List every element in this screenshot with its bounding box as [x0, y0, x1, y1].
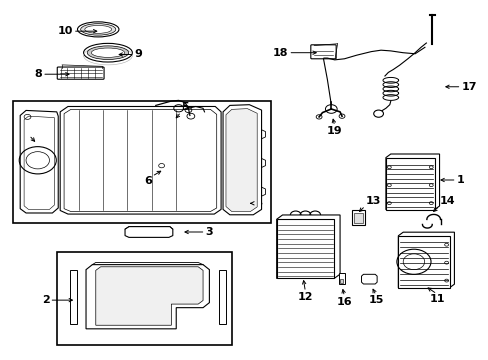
Text: 15: 15 [368, 296, 383, 306]
Polygon shape [361, 274, 376, 284]
Polygon shape [60, 107, 221, 214]
Bar [219, 270, 225, 324]
Text: 16: 16 [336, 297, 351, 307]
Ellipse shape [77, 22, 119, 37]
Ellipse shape [84, 26, 111, 33]
Polygon shape [20, 111, 58, 213]
Text: 19: 19 [326, 126, 342, 136]
Polygon shape [276, 215, 339, 278]
Polygon shape [225, 109, 257, 212]
Text: 18: 18 [272, 48, 288, 58]
Text: 9: 9 [135, 49, 142, 59]
Text: 11: 11 [428, 294, 444, 304]
Text: 14: 14 [439, 196, 454, 206]
Text: 4: 4 [254, 198, 262, 208]
Circle shape [373, 110, 383, 117]
Text: 10: 10 [58, 26, 73, 36]
Text: 2: 2 [41, 295, 49, 305]
Ellipse shape [91, 48, 124, 57]
Bar [398, 236, 448, 288]
Bar [339, 279, 343, 283]
Text: 17: 17 [461, 82, 476, 92]
Bar [353, 213, 363, 224]
FancyBboxPatch shape [310, 45, 335, 59]
Ellipse shape [87, 46, 128, 59]
Bar [351, 211, 365, 225]
Bar [276, 219, 333, 278]
Bar [385, 158, 434, 210]
Ellipse shape [81, 24, 116, 35]
FancyBboxPatch shape [57, 67, 104, 79]
Polygon shape [96, 267, 203, 325]
Text: 13: 13 [365, 196, 380, 206]
Text: 7: 7 [21, 125, 29, 135]
Text: 12: 12 [297, 292, 312, 302]
Text: 6: 6 [143, 176, 152, 186]
Ellipse shape [83, 43, 132, 62]
Text: 3: 3 [205, 227, 213, 237]
Bar [13, 101, 271, 223]
Polygon shape [125, 226, 172, 237]
Bar [70, 270, 77, 324]
Bar [338, 273, 344, 284]
Bar [57, 252, 232, 345]
Polygon shape [86, 265, 209, 329]
Polygon shape [398, 232, 453, 288]
Polygon shape [223, 105, 261, 215]
Polygon shape [385, 154, 439, 210]
Text: 1: 1 [456, 175, 464, 185]
Text: 8: 8 [34, 69, 42, 79]
Text: 5: 5 [181, 102, 188, 112]
